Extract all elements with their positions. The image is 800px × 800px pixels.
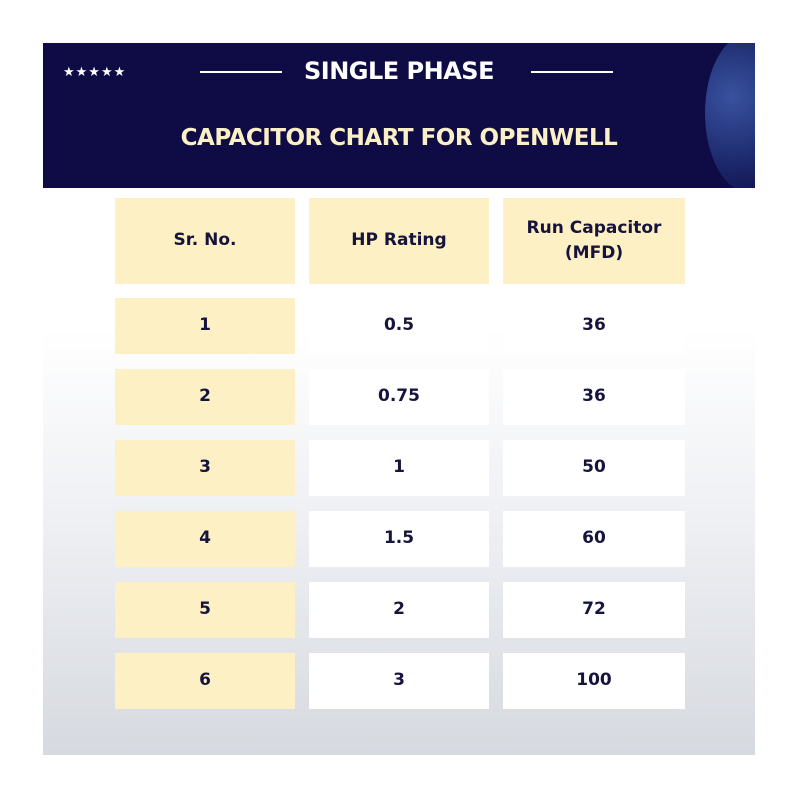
stars-icon: ★★★★★ xyxy=(63,65,127,80)
table-cell-run-capacitor: 72 xyxy=(503,582,685,638)
table-cell-hp-rating: 3 xyxy=(309,653,489,709)
table-cell-sr-no: 3 xyxy=(115,440,295,496)
infographic-card: ★★★★★ SINGLE PHASE CAPACITOR CHART FOR O… xyxy=(43,43,755,755)
table-cell-sr-no: 1 xyxy=(115,298,295,354)
table-cell-run-capacitor: 60 xyxy=(503,511,685,567)
header-sr-no: Sr. No. xyxy=(115,198,295,284)
table-cell-hp-rating: 1 xyxy=(309,440,489,496)
table-cell-hp-rating: 0.5 xyxy=(309,298,489,354)
table-cell-sr-no: 2 xyxy=(115,369,295,425)
page-title: SINGLE PHASE xyxy=(304,57,494,85)
table-cell-sr-no: 5 xyxy=(115,582,295,638)
table-cell-hp-rating: 1.5 xyxy=(309,511,489,567)
table-cell-sr-no: 4 xyxy=(115,511,295,567)
table-cell-run-capacitor: 36 xyxy=(503,369,685,425)
table-cell-run-capacitor: 50 xyxy=(503,440,685,496)
header-run-capacitor: Run Capacitor (MFD) xyxy=(503,198,685,284)
table-cell-hp-rating: 0.75 xyxy=(309,369,489,425)
divider-left xyxy=(200,71,282,73)
table-cell-hp-rating: 2 xyxy=(309,582,489,638)
table-cell-run-capacitor: 36 xyxy=(503,298,685,354)
table-cell-run-capacitor: 100 xyxy=(503,653,685,709)
page-subtitle: CAPACITOR CHART FOR OPENWELL xyxy=(180,125,618,151)
divider-right xyxy=(531,71,613,73)
table-cell-sr-no: 6 xyxy=(115,653,295,709)
header-hp-rating: HP Rating xyxy=(309,198,489,284)
header-banner: ★★★★★ SINGLE PHASE CAPACITOR CHART FOR O… xyxy=(43,43,755,188)
